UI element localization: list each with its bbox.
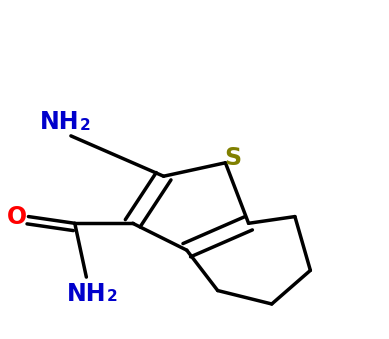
Text: S: S <box>224 146 242 170</box>
Text: 2: 2 <box>107 289 118 304</box>
Text: NH: NH <box>67 282 106 306</box>
Text: 2: 2 <box>80 118 91 133</box>
Text: NH: NH <box>40 111 79 135</box>
Text: O: O <box>7 204 27 228</box>
